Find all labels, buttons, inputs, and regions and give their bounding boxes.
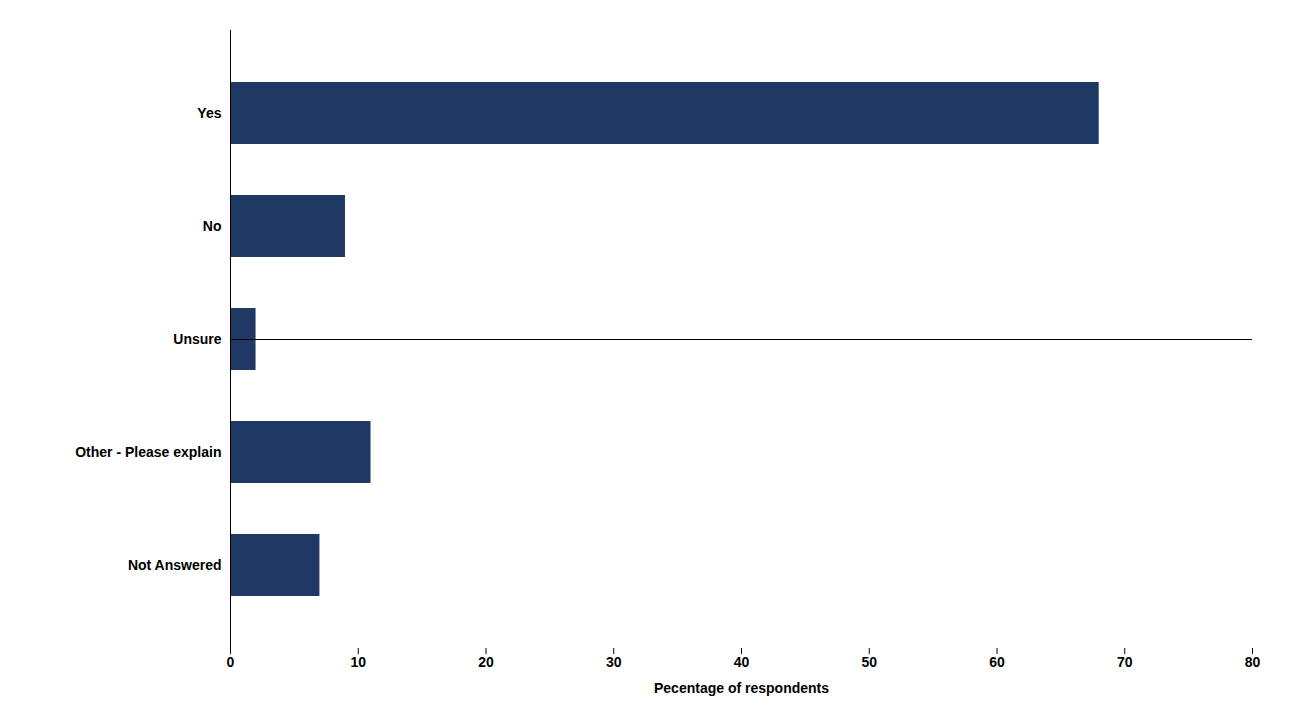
- svg-text:60: 60: [989, 654, 1005, 670]
- svg-text:Not Answered: Not Answered: [128, 557, 222, 573]
- svg-text:30: 30: [606, 654, 622, 670]
- svg-text:50: 50: [861, 654, 877, 670]
- svg-text:10: 10: [350, 654, 366, 670]
- svg-text:0: 0: [227, 654, 235, 670]
- svg-text:80: 80: [1245, 654, 1261, 670]
- svg-text:20: 20: [478, 654, 494, 670]
- svg-text:70: 70: [1117, 654, 1133, 670]
- svg-text:Pecentage of respondents: Pecentage of respondents: [654, 680, 829, 696]
- svg-text:40: 40: [734, 654, 750, 670]
- svg-text:Unsure: Unsure: [173, 331, 221, 347]
- svg-text:Other - Please explain: Other - Please explain: [75, 444, 221, 460]
- svg-text:Yes: Yes: [197, 105, 221, 121]
- svg-text:No: No: [203, 218, 222, 234]
